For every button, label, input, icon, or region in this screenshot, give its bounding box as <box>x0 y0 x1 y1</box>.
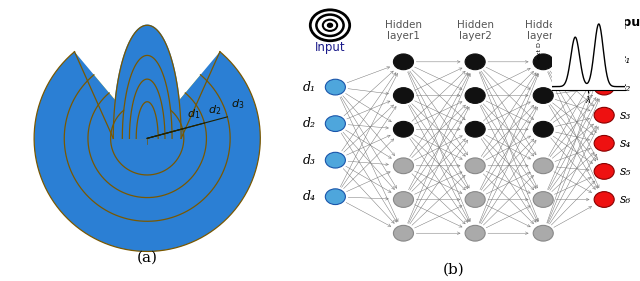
Text: $d_1$: $d_1$ <box>187 108 200 121</box>
Circle shape <box>533 88 553 103</box>
Wedge shape <box>88 93 207 198</box>
Text: ext D: ext D <box>538 42 543 59</box>
Circle shape <box>394 192 413 207</box>
Polygon shape <box>129 79 165 138</box>
Circle shape <box>533 54 553 70</box>
Text: Hidden
layer2: Hidden layer2 <box>456 20 493 41</box>
Polygon shape <box>122 55 172 138</box>
Text: Input: Input <box>315 41 346 54</box>
Wedge shape <box>111 110 184 175</box>
Circle shape <box>394 121 413 137</box>
Text: d₂: d₂ <box>303 117 316 130</box>
Circle shape <box>533 121 553 137</box>
Circle shape <box>328 23 333 27</box>
Polygon shape <box>136 102 158 138</box>
Circle shape <box>325 189 346 205</box>
Text: s₅: s₅ <box>620 165 632 178</box>
Text: d₄: d₄ <box>303 190 316 203</box>
Circle shape <box>465 192 485 207</box>
Circle shape <box>325 116 346 132</box>
Circle shape <box>594 79 614 95</box>
Circle shape <box>465 88 485 103</box>
Circle shape <box>533 192 553 207</box>
Circle shape <box>394 158 413 174</box>
Text: (a): (a) <box>137 250 157 264</box>
Circle shape <box>594 51 614 67</box>
Text: s₃: s₃ <box>620 109 632 122</box>
Wedge shape <box>64 75 230 221</box>
Circle shape <box>465 54 485 70</box>
Circle shape <box>533 158 553 174</box>
Circle shape <box>594 107 614 123</box>
Circle shape <box>325 152 346 168</box>
Circle shape <box>465 158 485 174</box>
Circle shape <box>394 88 413 103</box>
Circle shape <box>594 164 614 179</box>
Circle shape <box>465 225 485 241</box>
Text: Output: Output <box>598 16 640 29</box>
Circle shape <box>594 192 614 207</box>
Circle shape <box>594 135 614 151</box>
Circle shape <box>394 54 413 70</box>
Wedge shape <box>34 52 260 251</box>
Circle shape <box>394 225 413 241</box>
Text: $d_3$: $d_3$ <box>230 98 244 112</box>
Text: s₂: s₂ <box>620 81 632 94</box>
Text: Hidden
layer1: Hidden layer1 <box>385 20 422 41</box>
Text: (b): (b) <box>443 263 465 277</box>
Text: d₁: d₁ <box>303 81 316 94</box>
Text: $d_2$: $d_2$ <box>207 103 221 117</box>
Text: d₃: d₃ <box>303 154 316 167</box>
Text: s₁: s₁ <box>620 53 632 65</box>
Circle shape <box>533 225 553 241</box>
Polygon shape <box>113 25 181 138</box>
Text: s₄: s₄ <box>620 137 632 150</box>
Text: s₆: s₆ <box>620 193 632 206</box>
Circle shape <box>325 79 346 95</box>
Circle shape <box>465 121 485 137</box>
Text: Hidden
layer3: Hidden layer3 <box>525 20 562 41</box>
